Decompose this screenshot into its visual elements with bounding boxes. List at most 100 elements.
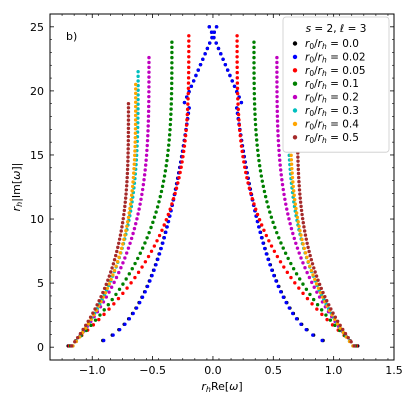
data-point (316, 286, 321, 291)
data-point (296, 159, 300, 163)
data-point (281, 246, 285, 250)
data-point (293, 197, 297, 202)
data-point (279, 168, 283, 172)
data-point (186, 76, 191, 80)
legend-entry: r0/rh = 0.4 (305, 118, 359, 131)
data-point (118, 233, 123, 237)
data-point (239, 144, 244, 148)
data-point (143, 260, 148, 264)
data-point (281, 187, 285, 192)
data-point (170, 61, 174, 65)
data-point (235, 81, 240, 85)
data-point (170, 40, 174, 44)
data-point (125, 171, 130, 176)
data-point (183, 133, 188, 138)
data-point (136, 111, 140, 116)
data-point (107, 282, 112, 286)
data-point (145, 138, 150, 143)
data-point (170, 202, 174, 206)
data-point (280, 182, 285, 187)
data-point (303, 251, 308, 255)
data-point (294, 241, 298, 245)
data-point (112, 280, 116, 285)
data-point (290, 175, 295, 180)
data-point (170, 45, 174, 50)
data-point (249, 191, 253, 196)
data-point (279, 241, 283, 245)
data-point (296, 220, 300, 224)
legend-marker (292, 135, 298, 140)
data-point (232, 84, 237, 89)
data-point (255, 212, 260, 217)
data-point (241, 154, 245, 159)
data-point (105, 286, 110, 291)
data-point (136, 69, 140, 74)
data-point (275, 124, 280, 128)
data-point (253, 117, 257, 122)
data-point (181, 154, 185, 159)
data-point (252, 91, 257, 96)
data-point (292, 236, 296, 241)
data-point (265, 200, 269, 204)
data-point (315, 303, 320, 307)
data-point (311, 333, 315, 337)
data-point (146, 134, 150, 138)
data-point (307, 249, 311, 254)
y-tick-label: 15 (30, 149, 44, 162)
data-point (134, 222, 138, 226)
data-point (156, 257, 160, 262)
data-point (123, 196, 128, 200)
data-point (212, 30, 216, 34)
data-point (161, 241, 165, 245)
data-point (312, 285, 316, 289)
data-point (155, 205, 160, 209)
data-point (173, 191, 177, 196)
legend-marker (292, 81, 298, 86)
data-point (155, 239, 159, 243)
data-point (236, 112, 241, 117)
data-point (277, 236, 281, 240)
data-point (306, 245, 310, 250)
data-point (139, 197, 143, 201)
data-point (300, 237, 304, 242)
data-point (314, 282, 319, 286)
data-point (313, 277, 317, 282)
data-point (243, 165, 247, 169)
data-point (136, 74, 140, 79)
data-point (298, 200, 303, 204)
data-point (146, 129, 150, 133)
data-point (133, 100, 138, 104)
data-point (136, 97, 140, 102)
data-point (132, 158, 137, 162)
data-point (297, 224, 301, 228)
data-point (266, 257, 270, 262)
data-point (160, 228, 164, 232)
data-point (287, 217, 291, 221)
data-point (291, 180, 295, 184)
data-point (290, 166, 294, 171)
data-point (282, 192, 286, 197)
data-point (341, 327, 345, 332)
data-point (255, 143, 259, 147)
data-point (242, 160, 246, 164)
data-point (276, 134, 280, 138)
data-point (299, 208, 304, 213)
data-point (154, 263, 158, 267)
data-point (235, 86, 240, 91)
data-point (252, 66, 256, 70)
data-point (133, 113, 138, 118)
data-point (126, 159, 130, 163)
legend-marker (292, 94, 298, 100)
legend-marker (292, 41, 298, 46)
data-point (186, 102, 190, 106)
data-point (252, 71, 256, 75)
data-point (297, 188, 302, 192)
data-point (293, 202, 298, 206)
data-point (140, 295, 145, 299)
data-point (126, 106, 131, 110)
data-point (240, 149, 244, 154)
data-point (168, 128, 172, 132)
data-point (269, 244, 274, 248)
data-point (237, 123, 242, 127)
data-point (194, 73, 198, 78)
